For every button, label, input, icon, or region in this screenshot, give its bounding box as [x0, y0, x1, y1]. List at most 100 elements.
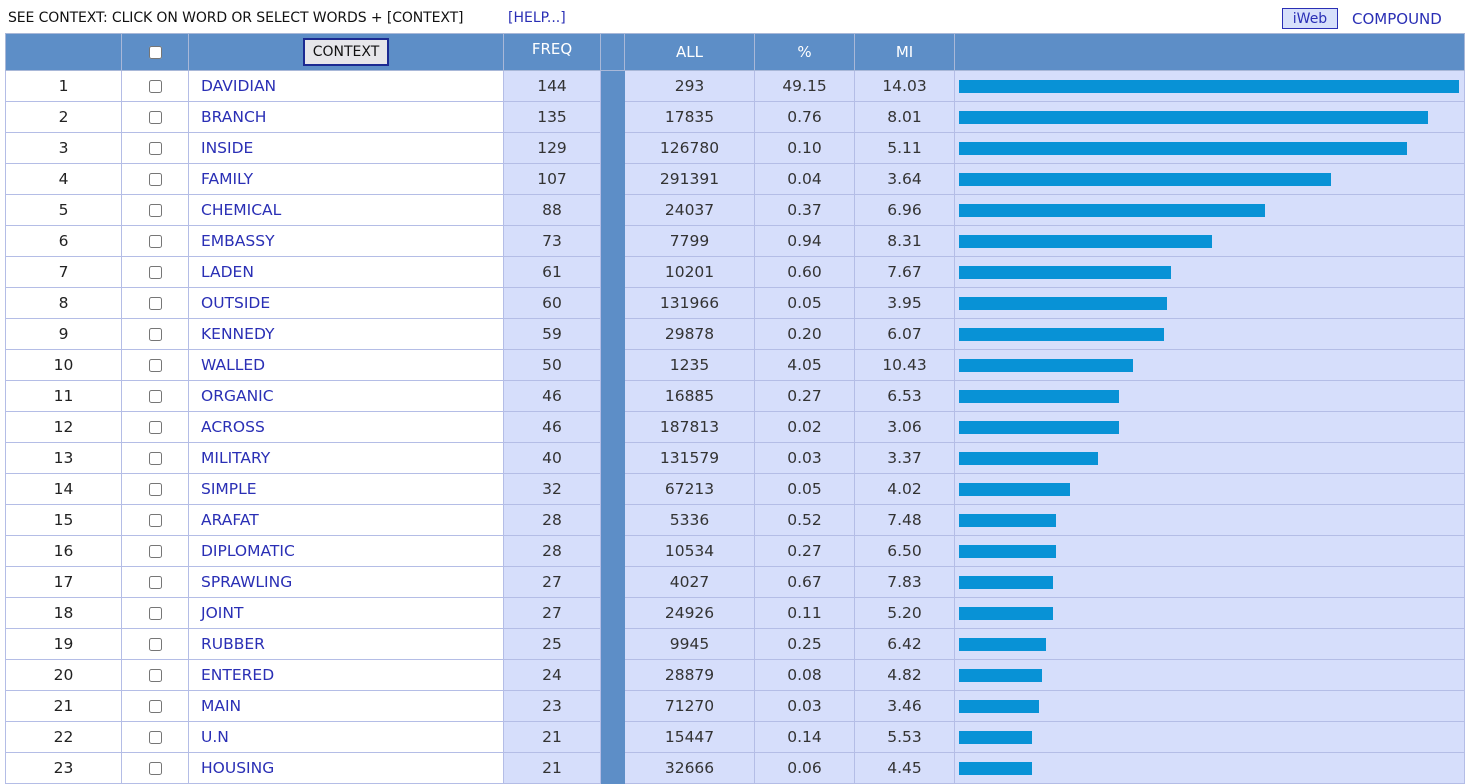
- freq-cell: 61: [503, 256, 601, 288]
- freq-column-header[interactable]: FREQ: [503, 33, 601, 71]
- row-checkbox[interactable]: [148, 700, 162, 713]
- separator-cell: [600, 349, 625, 381]
- row-checkbox[interactable]: [148, 390, 162, 403]
- bar-cell: [954, 287, 1465, 319]
- separator-cell: [600, 659, 625, 691]
- rank-cell: 9: [5, 318, 122, 350]
- percent-cell: 0.05: [754, 287, 855, 319]
- row-checkbox[interactable]: [148, 80, 162, 93]
- rank-cell: 15: [5, 504, 122, 536]
- row-select-cell: [121, 380, 189, 412]
- word-link[interactable]: SIMPLE: [188, 473, 504, 505]
- mi-cell: 8.31: [854, 225, 955, 257]
- rank-cell: 18: [5, 597, 122, 629]
- row-checkbox[interactable]: [148, 204, 162, 217]
- row-select-cell: [121, 411, 189, 443]
- row-checkbox[interactable]: [148, 638, 162, 651]
- all-column-header[interactable]: ALL: [624, 33, 755, 71]
- bar-cell: [954, 597, 1465, 629]
- word-link[interactable]: KENNEDY: [188, 318, 504, 350]
- all-cell: 10534: [624, 535, 755, 567]
- row-checkbox[interactable]: [148, 452, 162, 465]
- word-link[interactable]: LADEN: [188, 256, 504, 288]
- separator-cell: [600, 504, 625, 536]
- word-link[interactable]: MAIN: [188, 690, 504, 722]
- separator-cell: [600, 597, 625, 629]
- word-link[interactable]: DIPLOMATIC: [188, 535, 504, 567]
- separator-cell: [600, 690, 625, 722]
- freq-bar: [959, 359, 1133, 372]
- help-link[interactable]: [HELP...]: [508, 10, 566, 26]
- row-checkbox[interactable]: [148, 359, 162, 372]
- word-link[interactable]: JOINT: [188, 597, 504, 629]
- word-link[interactable]: U.N: [188, 721, 504, 753]
- mi-cell: 14.03: [854, 70, 955, 102]
- row-checkbox[interactable]: [148, 173, 162, 186]
- word-link[interactable]: BRANCH: [188, 101, 504, 133]
- mi-column-header[interactable]: MI: [854, 33, 955, 71]
- percent-cell: 0.11: [754, 597, 855, 629]
- rank-cell: 3: [5, 132, 122, 164]
- all-cell: 28879: [624, 659, 755, 691]
- freq-cell: 46: [503, 411, 601, 443]
- percent-cell: 0.76: [754, 101, 855, 133]
- row-checkbox[interactable]: [148, 762, 162, 775]
- freq-bar: [959, 297, 1167, 310]
- row-checkbox[interactable]: [148, 669, 162, 682]
- rank-cell: 16: [5, 535, 122, 567]
- freq-cell: 27: [503, 597, 601, 629]
- row-checkbox[interactable]: [148, 576, 162, 589]
- rank-cell: 10: [5, 349, 122, 381]
- percent-cell: 0.04: [754, 163, 855, 195]
- bar-cell: [954, 690, 1465, 722]
- bar-cell: [954, 721, 1465, 753]
- word-link[interactable]: INSIDE: [188, 132, 504, 164]
- row-checkbox[interactable]: [148, 111, 162, 124]
- mi-cell: 10.43: [854, 349, 955, 381]
- word-link[interactable]: ACROSS: [188, 411, 504, 443]
- row-checkbox[interactable]: [148, 607, 162, 620]
- freq-bar: [959, 142, 1407, 155]
- corpus-button-iweb[interactable]: iWeb: [1282, 8, 1338, 29]
- rank-cell: 22: [5, 721, 122, 753]
- row-checkbox[interactable]: [148, 297, 162, 310]
- separator-cell: [600, 318, 625, 350]
- row-checkbox[interactable]: [148, 483, 162, 496]
- row-checkbox[interactable]: [148, 514, 162, 527]
- word-link[interactable]: CHEMICAL: [188, 194, 504, 226]
- word-link[interactable]: SPRAWLING: [188, 566, 504, 598]
- word-link[interactable]: RUBBER: [188, 628, 504, 660]
- row-checkbox[interactable]: [148, 421, 162, 434]
- context-button[interactable]: CONTEXT: [303, 38, 389, 66]
- word-link[interactable]: ENTERED: [188, 659, 504, 691]
- word-link[interactable]: ARAFAT: [188, 504, 504, 536]
- bar-cell: [954, 132, 1465, 164]
- row-checkbox[interactable]: [148, 266, 162, 279]
- percent-cell: 0.20: [754, 318, 855, 350]
- compound-link[interactable]: COMPOUND: [1352, 10, 1442, 28]
- row-checkbox[interactable]: [148, 731, 162, 744]
- row-checkbox[interactable]: [148, 142, 162, 155]
- separator-cell: [600, 566, 625, 598]
- row-select-cell: [121, 628, 189, 660]
- word-link[interactable]: HOUSING: [188, 752, 504, 784]
- percent-column-header[interactable]: %: [754, 33, 855, 71]
- freq-cell: 144: [503, 70, 601, 102]
- row-checkbox[interactable]: [148, 545, 162, 558]
- word-link[interactable]: DAVIDIAN: [188, 70, 504, 102]
- bar-cell: [954, 473, 1465, 505]
- row-checkbox[interactable]: [148, 328, 162, 341]
- all-cell: 16885: [624, 380, 755, 412]
- percent-cell: 0.27: [754, 380, 855, 412]
- row-checkbox[interactable]: [148, 235, 162, 248]
- freq-cell: 88: [503, 194, 601, 226]
- word-link[interactable]: WALLED: [188, 349, 504, 381]
- word-link[interactable]: MILITARY: [188, 442, 504, 474]
- word-link[interactable]: FAMILY: [188, 163, 504, 195]
- instruction-text: SEE CONTEXT: CLICK ON WORD OR SELECT WOR…: [8, 10, 464, 26]
- select-all-checkbox[interactable]: [148, 46, 162, 59]
- word-link[interactable]: OUTSIDE: [188, 287, 504, 319]
- word-link[interactable]: ORGANIC: [188, 380, 504, 412]
- separator-cell: [600, 101, 625, 133]
- word-link[interactable]: EMBASSY: [188, 225, 504, 257]
